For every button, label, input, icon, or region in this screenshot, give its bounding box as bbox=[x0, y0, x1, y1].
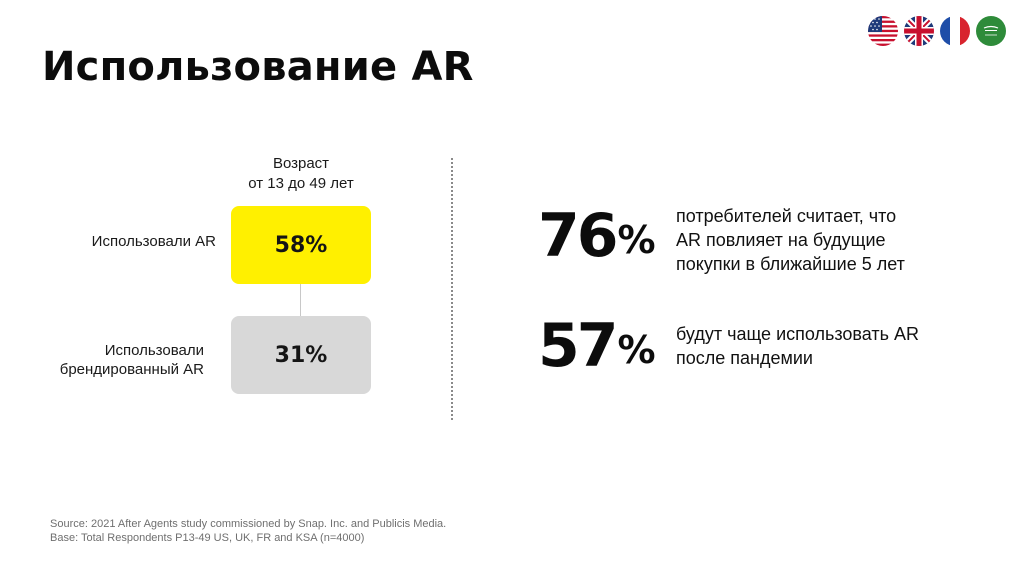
used-ar-value: 58% bbox=[274, 232, 328, 258]
base-line: Base: Total Respondents P13-49 US, UK, F… bbox=[50, 532, 365, 544]
saudi-arabia-flag-icon[interactable] bbox=[976, 16, 1006, 46]
used-ar-label: Использовали AR bbox=[91, 233, 216, 250]
stat-line: покупки в ближайшие 5 лет bbox=[676, 254, 905, 274]
used-branded-ar-value-box: 31% bbox=[231, 316, 371, 394]
stat-line: потребителей считает, что bbox=[676, 206, 897, 226]
uk-flag-icon[interactable] bbox=[904, 16, 934, 46]
stat-number-57: 57% bbox=[538, 316, 656, 376]
age-header-line2: от 13 до 49 лет bbox=[248, 175, 354, 192]
used-branded-ar-label: Использовали брендированный AR bbox=[59, 342, 204, 378]
stat-number-value: 76 bbox=[538, 201, 618, 271]
stat-line: после пандемии bbox=[676, 348, 813, 368]
flag-row bbox=[868, 16, 1006, 46]
source-line: Source: 2021 After Agents study commissi… bbox=[50, 518, 447, 530]
page-title: Использование AR bbox=[42, 44, 474, 90]
source-footnote: Source: 2021 After Agents study commissi… bbox=[50, 517, 446, 545]
percent-sign: % bbox=[617, 218, 656, 262]
france-flag-icon[interactable] bbox=[940, 16, 970, 46]
stat-line: будут чаще использовать AR bbox=[676, 324, 920, 344]
stat-number-value: 57 bbox=[538, 311, 618, 381]
dotted-divider bbox=[451, 158, 453, 420]
stat-description-76: потребителей считает, что AR повлияет на… bbox=[676, 204, 996, 276]
stat-line: AR повлияет на будущие bbox=[676, 230, 886, 250]
age-header-line1: Возраст bbox=[272, 155, 330, 172]
age-group-header: Возраст от 13 до 49 лет bbox=[230, 154, 372, 194]
stat-description-57: будут чаще использовать AR после пандеми… bbox=[676, 322, 996, 370]
stat-number-76: 76% bbox=[538, 206, 656, 266]
us-flag-icon[interactable] bbox=[868, 16, 898, 46]
used-branded-ar-value: 31% bbox=[274, 342, 328, 368]
used-ar-value-box: 58% bbox=[231, 206, 371, 284]
connector-line bbox=[300, 284, 301, 316]
percent-sign: % bbox=[617, 328, 656, 372]
